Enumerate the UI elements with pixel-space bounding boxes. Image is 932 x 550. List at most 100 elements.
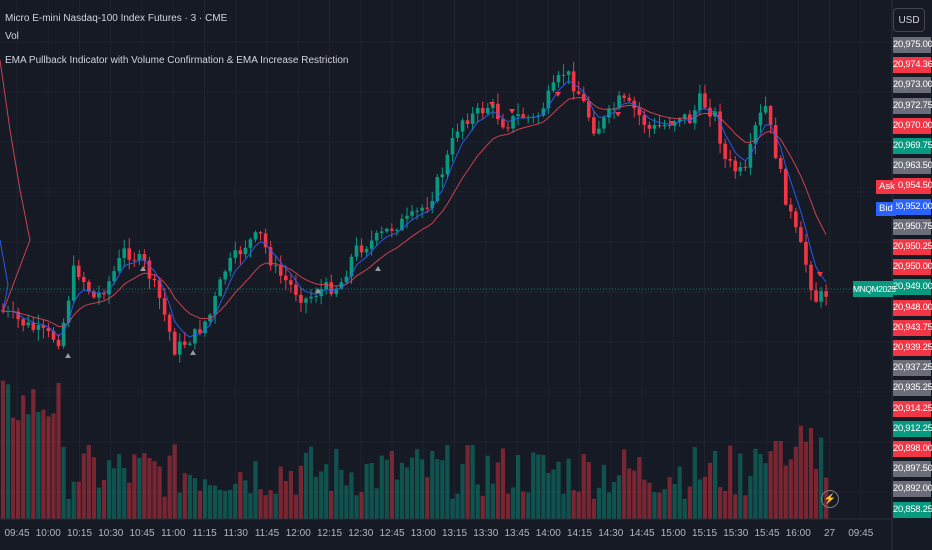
volume-bar <box>369 462 374 519</box>
volume-bar <box>122 468 127 519</box>
price-scale-label: 20,858.25 <box>893 501 932 518</box>
volume-bar <box>480 495 485 519</box>
volume-bar <box>202 479 208 519</box>
volume-bar <box>723 490 728 519</box>
volume-bar <box>788 459 793 519</box>
candle-body <box>162 298 167 315</box>
volume-bar <box>329 490 334 519</box>
volume-bar <box>611 481 617 519</box>
candle-body <box>289 280 293 285</box>
candle-body <box>354 245 359 257</box>
candle-body <box>304 298 308 303</box>
volume-bar <box>359 492 364 519</box>
volume-bar <box>51 413 56 519</box>
candle-body <box>738 166 743 172</box>
candle-body <box>369 240 374 249</box>
candle-body <box>642 115 647 125</box>
volume-bar <box>687 486 692 519</box>
volume-bar <box>46 416 51 519</box>
candle-body <box>66 300 71 323</box>
candle-body <box>188 343 192 345</box>
volume-bar <box>394 479 399 519</box>
volume-bar <box>662 489 667 519</box>
candle-body <box>718 111 722 144</box>
volume-bar <box>561 493 566 519</box>
volume-bar <box>490 483 495 519</box>
volume-bar <box>702 476 708 519</box>
chart-grid <box>0 0 892 519</box>
candle-body <box>571 71 576 92</box>
price-scale-label: 20,973.00 <box>893 77 932 94</box>
volume-bar <box>298 465 304 519</box>
volume-bar <box>460 463 465 519</box>
volume-bar <box>127 482 132 519</box>
volume-bar <box>253 461 258 519</box>
candle-body <box>31 322 36 330</box>
symbol-price-tag: MNQM2025 <box>853 281 896 297</box>
volume-bar <box>733 494 738 519</box>
volume-bar <box>566 458 571 519</box>
volume-bar <box>238 472 243 519</box>
candle-body <box>506 127 510 129</box>
volume-bar <box>61 446 66 519</box>
candle-body <box>97 293 101 298</box>
currency-button[interactable]: USD <box>893 8 925 32</box>
volume-bar <box>435 459 440 519</box>
candle-body <box>16 311 20 320</box>
volume-bar <box>399 462 405 519</box>
volume-bar <box>642 479 647 519</box>
candle-body <box>541 108 546 116</box>
time-axis-label: 14:15 <box>566 528 593 539</box>
volume-bar <box>576 491 581 519</box>
time-axis-label: 10:30 <box>98 528 124 539</box>
volume-bar <box>137 457 142 519</box>
price-scale-label: 20,972.75 <box>893 97 932 114</box>
volume-bar <box>793 446 798 519</box>
volume-bar <box>415 449 420 519</box>
candle-body <box>561 74 566 76</box>
volume-bar <box>601 464 607 519</box>
signal-marker-down <box>615 112 621 117</box>
volume-bar <box>117 454 122 519</box>
lightning-bolt-icon[interactable]: ⚡ <box>821 490 839 508</box>
volume-bar <box>56 382 61 519</box>
candle-body <box>480 107 485 114</box>
volume-bar <box>334 448 339 519</box>
price-scale-label: 20,935.25 <box>893 380 932 397</box>
volume-bar <box>586 462 591 519</box>
candle-body <box>637 108 642 116</box>
candle-body <box>263 233 268 248</box>
volume-bar <box>465 445 470 519</box>
volume-bar <box>152 461 157 519</box>
indicator-legend[interactable]: EMA Pullback Indicator with Volume Confi… <box>5 55 349 66</box>
candle-body <box>51 331 56 340</box>
volume-bar <box>36 411 41 519</box>
candle-body <box>127 248 132 260</box>
volume-bar <box>106 460 112 519</box>
candle-body <box>728 158 732 161</box>
time-axis-label: 14:45 <box>629 528 655 539</box>
candle-body <box>475 107 480 114</box>
candle-body <box>814 290 818 302</box>
candle-body <box>809 264 813 291</box>
candle-body <box>82 276 86 282</box>
volume-bar <box>556 461 561 519</box>
volume-bar <box>293 494 298 519</box>
volume-bar <box>778 441 783 519</box>
volume-bar <box>147 457 152 519</box>
volume-legend[interactable]: Vol <box>5 31 19 42</box>
volume-bar <box>187 474 192 519</box>
time-axis-label: 11:00 <box>161 528 186 539</box>
candle-body <box>278 265 283 276</box>
candlesticks <box>1 61 828 363</box>
volume-bar <box>16 420 21 519</box>
symbol-legend[interactable]: Micro E-mini Nasdaq-100 Index Futures · … <box>5 13 228 24</box>
price-scale-label: 20,939.25 <box>893 340 932 356</box>
volume-bar <box>339 469 344 519</box>
candle-body <box>602 117 606 129</box>
signal-marker-down <box>509 109 515 114</box>
volume-bar <box>667 477 672 519</box>
candle-body <box>758 112 763 126</box>
